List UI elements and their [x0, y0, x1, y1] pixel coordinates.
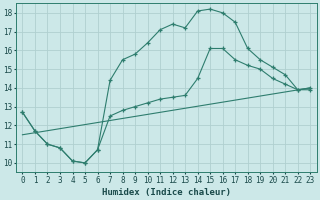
- X-axis label: Humidex (Indice chaleur): Humidex (Indice chaleur): [102, 188, 231, 197]
